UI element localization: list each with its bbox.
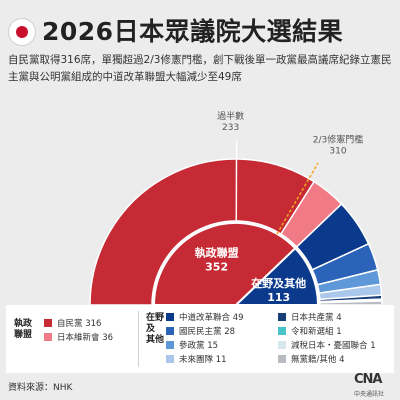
legend-divider bbox=[138, 311, 139, 367]
legend-ruling-title: 執政 聯盟 bbox=[14, 319, 33, 340]
legend-swatch bbox=[166, 341, 174, 349]
group-label-0: 執政聯盟 bbox=[195, 246, 239, 260]
legend-swatch bbox=[278, 341, 286, 349]
cna-logo: CNA 中央通訊社 bbox=[354, 372, 385, 398]
seat-arc-0 bbox=[89, 158, 316, 306]
legend-swatch bbox=[44, 333, 52, 341]
threshold-value-1: 310 bbox=[329, 147, 346, 157]
group-total-0: 352 bbox=[205, 261, 228, 274]
legend-label: 減稅日本・憂國聯合 1 bbox=[291, 341, 376, 351]
legend-opposition-item-4: 日本共產黨 4 bbox=[278, 311, 342, 323]
legend-label: 國民民主黨 28 bbox=[179, 327, 236, 337]
threshold-label-0: 過半數 bbox=[217, 110, 244, 122]
legend-swatch bbox=[166, 355, 174, 363]
legend-opposition-title: 在野及其他 bbox=[146, 313, 165, 345]
group-label-1: 在野及其他 bbox=[251, 276, 306, 290]
legend-swatch bbox=[166, 327, 174, 335]
legend: 執政 聯盟 自民黨 316 日本維新會 36 在野及其他 中道改革聯合 49 國民民主… bbox=[6, 305, 394, 373]
legend-swatch bbox=[166, 313, 174, 321]
legend-label: 日本共產黨 4 bbox=[291, 313, 342, 323]
legend-label: 無黨籍/其他 4 bbox=[291, 355, 345, 365]
group-arc-1 bbox=[233, 246, 320, 306]
legend-opposition-item-2: 參政黨 15 bbox=[166, 339, 218, 351]
legend-swatch bbox=[44, 319, 52, 327]
legend-label: 參政黨 15 bbox=[179, 341, 219, 351]
legend-label: 中道改革聯合 49 bbox=[179, 313, 244, 323]
page-subtitle: 自民黨取得316席，單獨超過2/3修憲門檻，創下戰後單一政黨最高議席紀錄立憲民主… bbox=[8, 54, 392, 83]
legend-swatch bbox=[278, 327, 286, 335]
threshold-value-0: 233 bbox=[222, 123, 239, 133]
legend-opposition-item-0: 中道改革聯合 49 bbox=[166, 311, 244, 323]
legend-ruling-item-0: 自民黨 316 bbox=[44, 317, 101, 329]
threshold-line-1 bbox=[276, 162, 319, 235]
japan-flag-icon bbox=[8, 18, 36, 46]
legend-swatch bbox=[278, 355, 286, 363]
group-arc-0 bbox=[152, 222, 297, 306]
legend-label: 日本維新會 36 bbox=[57, 333, 114, 343]
legend-swatch bbox=[278, 313, 286, 321]
legend-opposition-item-1: 國民民主黨 28 bbox=[166, 325, 235, 337]
legend-label: 未來團隊 11 bbox=[179, 355, 227, 365]
legend-opposition-item-3: 未來團隊 11 bbox=[166, 353, 227, 365]
group-total-1: 113 bbox=[267, 291, 290, 304]
legend-opposition-item-6: 減稅日本・憂國聯合 1 bbox=[278, 339, 376, 351]
legend-label: 自民黨 316 bbox=[57, 319, 102, 329]
legend-ruling-item-1: 日本維新會 36 bbox=[44, 331, 113, 343]
legend-opposition-item-7: 無黨籍/其他 4 bbox=[278, 353, 344, 365]
source-note: 資料來源：NHK bbox=[8, 383, 73, 393]
page-title: 2026日本眾議院大選結果 bbox=[42, 17, 344, 46]
legend-opposition-item-5: 令和新選組 1 bbox=[278, 325, 342, 337]
threshold-label-1: 2/3修憲門檻 bbox=[313, 134, 364, 146]
legend-label: 令和新選組 1 bbox=[291, 327, 342, 337]
